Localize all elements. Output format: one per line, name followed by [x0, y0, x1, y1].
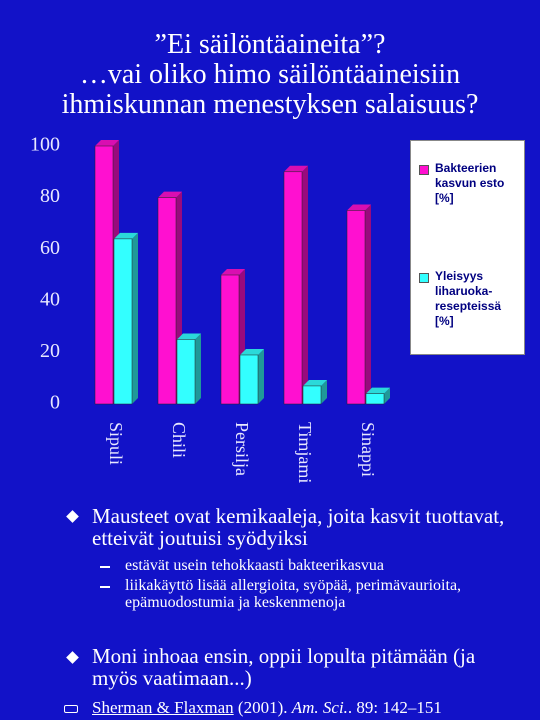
bar-top — [221, 269, 245, 275]
legend-label: Bakteerien kasvun esto [%] — [435, 161, 505, 205]
reference-icon — [64, 705, 78, 713]
bar — [365, 393, 385, 405]
bar-side — [321, 379, 327, 404]
bar — [176, 339, 196, 405]
bar-side — [365, 204, 371, 404]
bar-top — [303, 379, 327, 386]
bullet-text: Mausteet ovat kemikaaleja, joita kasvit … — [92, 504, 505, 550]
chart: 0 20 40 60 80 100 Sipuli Chili Persilja Timjami Si… — [30, 134, 390, 483]
bar-side — [258, 348, 264, 404]
reference-details: . 89: 142–151 — [347, 698, 442, 717]
y-tick-label: 80 — [40, 185, 60, 207]
y-tick-label: 40 — [40, 288, 60, 310]
reference-journal: Am. Sci. — [291, 698, 348, 717]
bar — [346, 210, 366, 405]
title-line: …vai oliko himo säilöntäaineisiin — [79, 59, 461, 90]
sub-bullet-icon — [100, 586, 110, 588]
x-tick-label: Timjami — [295, 422, 315, 483]
bar — [283, 171, 303, 405]
bar-side — [132, 232, 138, 404]
bar — [302, 385, 322, 405]
y-tick-label: 60 — [40, 237, 60, 259]
bar-top — [114, 232, 138, 239]
legend: Bakteerien kasvun esto [%] Yleisyys lihar… — [410, 140, 525, 355]
sub-bullet-text: liikakäyttö lisää allergioita, syöpää, p… — [125, 577, 462, 611]
bullet-icon — [66, 510, 79, 523]
bar-top — [366, 387, 390, 394]
bar — [113, 238, 133, 405]
bar — [239, 354, 259, 405]
bar-top — [95, 140, 119, 146]
y-tick-label: 20 — [40, 340, 60, 362]
bar — [220, 274, 240, 405]
x-tick-label: Sinappi — [358, 422, 378, 477]
reference: Sherman & Flaxman (2001). Am. Sci.. 89: … — [92, 698, 442, 718]
bar-side — [384, 387, 390, 404]
bar-side — [302, 165, 308, 404]
bullet-icon — [66, 651, 79, 664]
bar-side — [195, 333, 201, 404]
bar-top — [347, 204, 371, 211]
bar — [94, 145, 114, 405]
bar-top — [284, 165, 308, 172]
title-line: ihmiskunnan menestyksen salaisuus? — [61, 89, 479, 120]
bar-top — [158, 191, 182, 198]
bar-top — [177, 333, 201, 340]
reference-link[interactable]: Sherman & Flaxman — [92, 698, 234, 717]
legend-swatch — [419, 273, 429, 283]
sub-bullet-text: estävät usein tehokkaasti bakteerikasvua — [125, 557, 385, 574]
y-tick-label: 0 — [50, 392, 60, 414]
title-line: ”Ei säilöntäaineita”? — [154, 29, 386, 60]
legend-label: Yleisyys liharuoka-resepteissä [%] — [435, 269, 502, 328]
x-tick-label: Persilja — [232, 422, 252, 476]
legend-swatch — [419, 165, 429, 175]
sub-bullet-icon — [100, 566, 110, 568]
reference-year: (2001). — [237, 698, 288, 717]
x-tick-label: Chili — [169, 422, 189, 458]
bar-top — [240, 348, 264, 355]
y-tick-label: 100 — [30, 134, 60, 156]
bar — [157, 197, 177, 405]
bullet-text: Moni inhoaa ensin, oppii lopulta pitämää… — [92, 644, 476, 690]
x-tick-label: Sipuli — [106, 422, 126, 465]
